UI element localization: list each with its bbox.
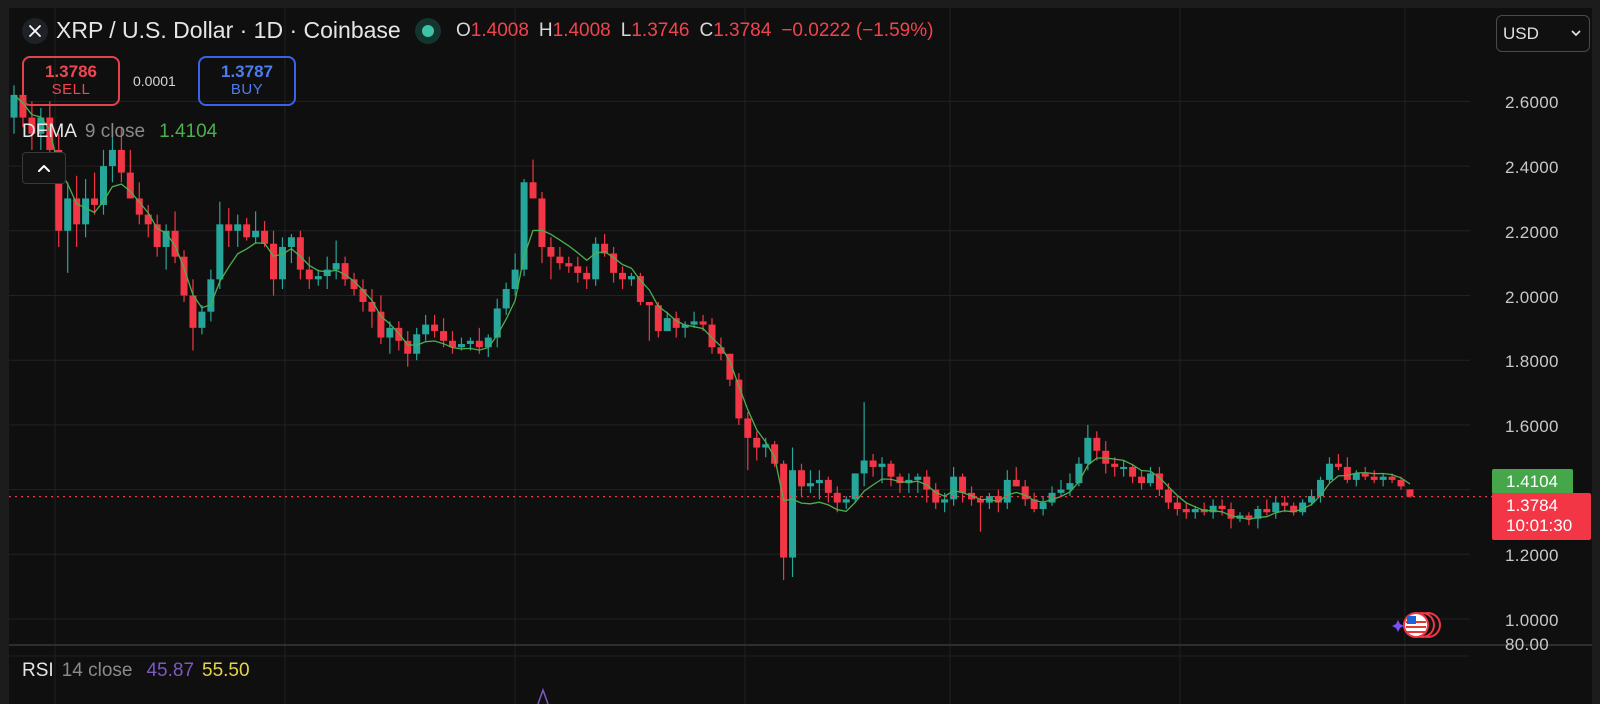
- chevron-up-icon: [38, 164, 50, 172]
- chevron-down-icon: [1571, 30, 1581, 37]
- buy-price: 1.3787: [221, 62, 273, 81]
- low-value: 1.3746: [631, 20, 690, 41]
- price-axis-label: 2.2000: [1505, 223, 1559, 242]
- symbol-title: XRP / U.S. Dollar · 1D · Coinbase: [56, 17, 401, 43]
- rsi-legend[interactable]: RSI 14 close 45.87 55.50: [22, 660, 250, 682]
- window-frame-top: [0, 0, 1600, 8]
- rsi-value: 45.87: [146, 660, 195, 681]
- close-value: 1.3784: [713, 20, 772, 41]
- currency-value: USD: [1503, 23, 1539, 43]
- sell-label: SELL: [51, 81, 91, 98]
- dema-args: 9 close: [84, 121, 146, 142]
- price-axis-label: 2.6000: [1505, 93, 1559, 112]
- dema-price-tag: 1.4104: [1492, 469, 1573, 494]
- close-symbol-button[interactable]: [22, 17, 48, 44]
- dema-name: DEMA: [22, 121, 77, 142]
- sell-price: 1.3786: [45, 62, 97, 81]
- symbol-legend: XRP / U.S. Dollar · 1D · Coinbase: [22, 17, 441, 44]
- close-label: C: [699, 20, 714, 41]
- sparkle-icon: [1392, 620, 1404, 632]
- open-value: 1.4008: [470, 20, 529, 41]
- currency-select[interactable]: USD: [1496, 15, 1590, 52]
- change-value: −0.0222 (−1.59%): [781, 20, 934, 41]
- price-axis-label: 1.6000: [1505, 417, 1559, 436]
- economic-events-marker[interactable]: [1392, 608, 1452, 642]
- open-label: O: [456, 20, 471, 41]
- dema-legend[interactable]: DEMA 9 close 1.4104: [22, 121, 217, 143]
- price-axis-label: 1.8000: [1505, 352, 1559, 371]
- spread-value: 0.0001: [133, 73, 176, 89]
- high-label: H: [538, 20, 553, 41]
- window-frame-left: [0, 0, 9, 704]
- buy-button[interactable]: 1.3787 BUY: [198, 56, 296, 106]
- low-label: L: [620, 20, 632, 41]
- rsi-name: RSI: [22, 660, 54, 681]
- price-axis-label: 2.0000: [1505, 288, 1559, 307]
- close-icon: [29, 24, 41, 37]
- sell-button[interactable]: 1.3786 SELL: [22, 56, 120, 106]
- rsi-axis-label: 80.00: [1505, 635, 1550, 654]
- collapse-legend-button[interactable]: [22, 152, 66, 184]
- buy-label: BUY: [230, 81, 264, 98]
- dema-value: 1.4104: [159, 121, 218, 142]
- dema-tag-value: 1.4104: [1506, 472, 1558, 491]
- price-axis-label: 1.0000: [1505, 611, 1559, 630]
- last-price-value: 1.3784: [1506, 496, 1558, 515]
- ohlc-values: O1.4008 H1.4008 L1.3746 C1.3784 −0.0222 …: [456, 20, 933, 42]
- high-value: 1.4008: [552, 20, 611, 41]
- status-dot-icon: [421, 24, 434, 37]
- last-price-tag: 1.3784 10:01:30: [1492, 493, 1591, 540]
- market-open-indicator: [414, 17, 441, 44]
- rsi-ma-value: 55.50: [202, 660, 250, 681]
- bar-countdown: 10:01:30: [1506, 516, 1573, 535]
- price-axis-label: 1.2000: [1505, 546, 1559, 565]
- rsi-args: 14 close: [61, 660, 133, 681]
- price-axis-label: 2.4000: [1505, 158, 1559, 177]
- window-frame-right: [1592, 0, 1600, 704]
